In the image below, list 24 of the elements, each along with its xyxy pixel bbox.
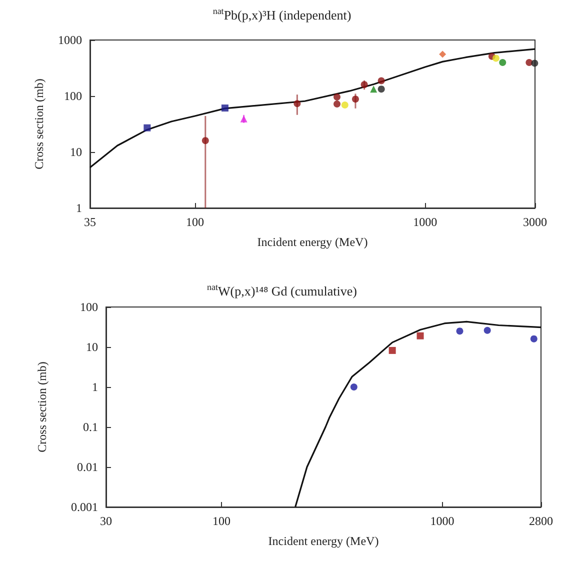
x-tick-label: 1000 [430,514,454,528]
x-tick-label: 3000 [523,215,547,229]
x-tick-label: 35 [84,215,96,229]
x-axis-title: Incident energy (MeV) [257,235,368,249]
y-tick-label: 1000 [58,33,82,47]
y-tick-label: 100 [80,300,98,314]
x-tick-label: 100 [186,215,204,229]
x-tick-label: 100 [212,514,230,528]
y-tick-label: 0.1 [83,420,98,434]
y-tick-label: 10 [70,145,82,159]
y-tick-label: 0.01 [77,460,98,474]
y-tick-label: 0.001 [71,500,98,514]
y-tick-label: 100 [64,89,82,103]
x-tick-label: 2800 [529,514,553,528]
chart-title: $^{nat}$Pb(p,x)³H (independent) [212,6,352,24]
y-tick-label: 10 [86,340,98,354]
x-axis-title: Incident energy (MeV) [268,534,379,548]
x-tick-label: 1000 [413,215,438,229]
y-axis-title: Cross section (mb) [32,78,46,170]
y-axis-title: Cross section (mb) [35,362,49,452]
chart-title: $^{nat}$W(p,x)¹⁴⁸ Gd (cumulative) [206,282,358,300]
y-tick-label: 1 [76,201,82,215]
y-tick-label: 1 [92,380,98,394]
x-tick-label: 30 [100,514,112,528]
